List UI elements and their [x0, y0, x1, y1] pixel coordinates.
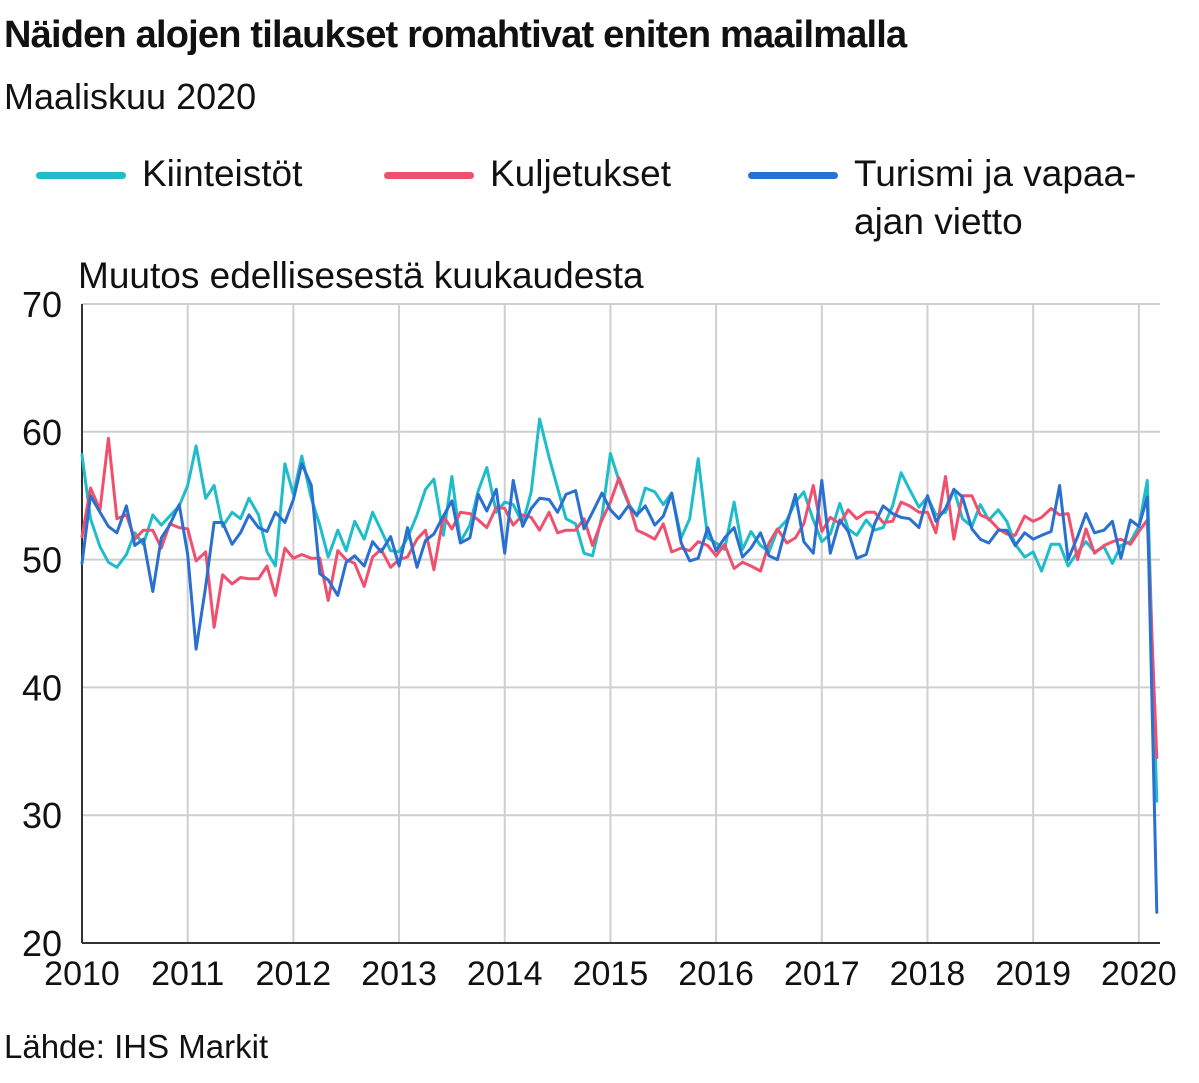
y-tick-label: 50 — [22, 540, 62, 581]
chart-title: Näiden alojen tilaukset romahtivat enite… — [4, 14, 907, 56]
series-lines — [80, 417, 1159, 914]
legend-swatch-turismi — [748, 172, 838, 179]
x-tick-label: 2016 — [678, 955, 754, 993]
legend-label-turismi: Turismi ja vapaa-ajan vietto — [854, 153, 1137, 242]
series-line-0 — [80, 417, 1159, 803]
y-axis-label: Muutos edellisesestä kuukaudesta — [78, 255, 644, 296]
series-line-1 — [80, 436, 1159, 760]
x-tick-label: 2011 — [151, 955, 224, 993]
x-tick-label: 2018 — [890, 955, 966, 993]
legend-swatch-kiinteistot — [36, 172, 126, 179]
y-tick-label: 70 — [22, 284, 62, 325]
x-tick-label: 2014 — [467, 955, 543, 993]
x-tick-label: 2010 — [44, 955, 120, 993]
y-tick-label: 60 — [22, 412, 62, 453]
legend-swatch-kuljetukset — [384, 172, 474, 179]
legend-item-kiinteistot: Kiinteistöt — [36, 150, 302, 198]
y-tick-label: 40 — [22, 667, 62, 708]
x-tick-label: 2017 — [784, 955, 860, 993]
chart-subtitle: Maaliskuu 2020 — [4, 76, 257, 117]
legend-label-kiinteistot: Kiinteistöt — [142, 153, 303, 194]
y-tick-label: 30 — [22, 795, 62, 836]
legend-item-kuljetukset: Kuljetukset — [384, 150, 671, 198]
x-tick-label: 2012 — [256, 955, 332, 993]
x-tick-label: 2015 — [573, 955, 649, 993]
grid — [81, 303, 1160, 944]
x-tick-label: 2013 — [361, 955, 437, 993]
y-tick-label: 20 — [22, 923, 62, 964]
legend-label-kuljetukset: Kuljetukset — [490, 153, 671, 194]
series-line-2 — [80, 462, 1159, 914]
x-tick-label: 2019 — [995, 955, 1071, 993]
source-note: Lähde: IHS Markit — [4, 1028, 269, 1065]
x-tick-label: 2020 — [1101, 955, 1177, 993]
legend-item-turismi: Turismi ja vapaa-ajan vietto — [748, 150, 1184, 246]
